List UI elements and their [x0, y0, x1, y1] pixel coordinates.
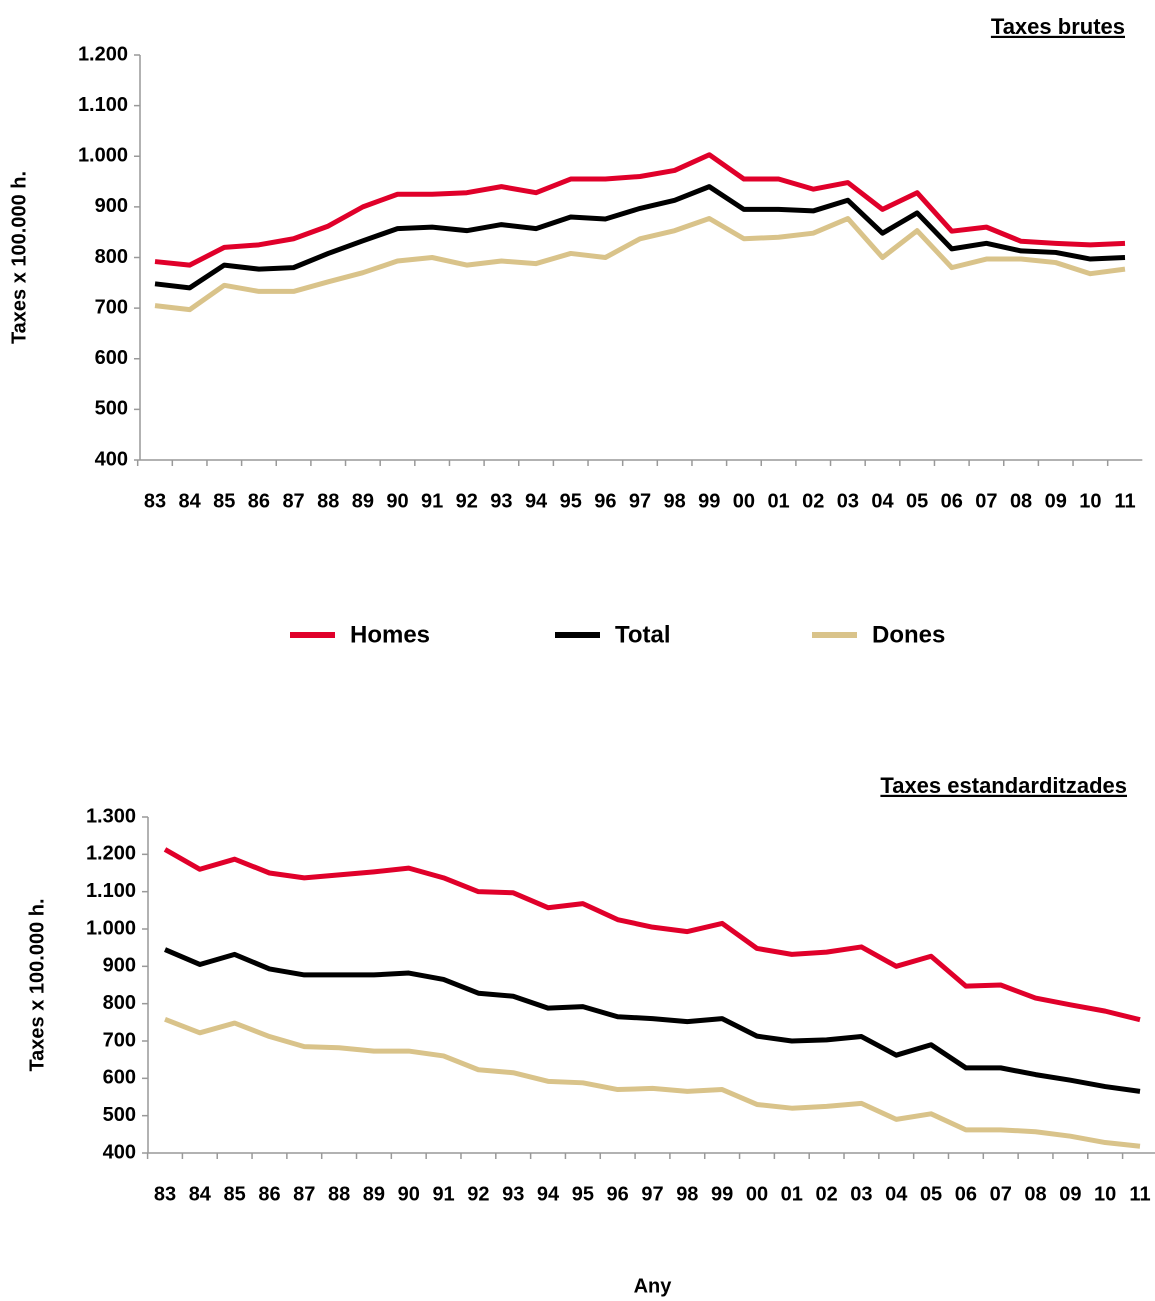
- series-line: [164, 947, 1141, 1094]
- x-tick-label: 83: [144, 490, 166, 512]
- x-tick-label: 09: [1059, 1183, 1081, 1205]
- x-tick-label: 95: [560, 490, 582, 512]
- x-tick-label: 84: [189, 1183, 212, 1205]
- y-tick-label: 700: [95, 296, 128, 318]
- y-tick-label: 700: [103, 1029, 136, 1051]
- x-tick-label: 00: [746, 1183, 768, 1205]
- legend-label: Total: [615, 621, 671, 648]
- x-tick-label: 03: [850, 1183, 872, 1205]
- x-tick-label: 91: [432, 1183, 454, 1205]
- x-tick-label: 90: [386, 490, 408, 512]
- x-tick-label: 08: [1024, 1183, 1046, 1205]
- x-tick-label: 93: [490, 490, 512, 512]
- x-tick-label: 05: [906, 490, 928, 512]
- x-tick-label: 11: [1129, 1183, 1150, 1205]
- y-tick-label: 600: [95, 347, 128, 369]
- x-tick-label: 87: [293, 1183, 315, 1205]
- x-tick-label: 94: [525, 490, 548, 512]
- y-axis-label: Taxes x 100.000 h.: [26, 898, 48, 1071]
- x-tick-label: 98: [664, 490, 686, 512]
- x-tick-label: 92: [467, 1183, 489, 1205]
- x-tick-label: 06: [955, 1183, 977, 1205]
- x-tick-label: 98: [676, 1183, 698, 1205]
- chart-title: Taxes estandarditzades: [880, 773, 1127, 798]
- series-line: [154, 184, 1126, 291]
- x-tick-label: 90: [398, 1183, 420, 1205]
- x-tick-label: 04: [885, 1183, 908, 1205]
- y-tick-label: 400: [103, 1141, 136, 1163]
- x-tick-label: 91: [421, 490, 443, 512]
- x-axis-label: Any: [634, 1275, 673, 1297]
- y-tick-label: 1.200: [78, 43, 128, 65]
- x-tick-label: 99: [711, 1183, 733, 1205]
- x-tick-label: 01: [767, 490, 789, 512]
- y-tick-label: 400: [95, 448, 128, 470]
- series-line: [163, 847, 1141, 1023]
- y-tick-label: 800: [103, 992, 136, 1014]
- x-tick-label: 85: [213, 490, 235, 512]
- y-tick-label: 1.100: [86, 880, 136, 902]
- y-tick-label: 800: [95, 246, 128, 268]
- legend-label: Homes: [350, 621, 430, 648]
- x-tick-label: 86: [258, 1183, 280, 1205]
- y-tick-label: 1.200: [86, 843, 136, 865]
- x-tick-label: 86: [248, 490, 270, 512]
- legend-label: Dones: [872, 621, 945, 648]
- y-tick-label: 500: [95, 398, 128, 420]
- y-tick-label: 1.000: [78, 145, 128, 167]
- y-tick-label: 500: [103, 1104, 136, 1126]
- x-tick-label: 11: [1114, 490, 1135, 512]
- y-tick-label: 1.300: [86, 805, 136, 827]
- x-tick-label: 95: [572, 1183, 594, 1205]
- y-tick-label: 900: [103, 955, 136, 977]
- x-tick-label: 96: [594, 490, 616, 512]
- y-tick-label: 1.100: [78, 94, 128, 116]
- x-tick-label: 03: [837, 490, 859, 512]
- y-axis-label: Taxes x 100.000 h.: [8, 171, 30, 344]
- y-tick-label: 1.000: [86, 917, 136, 939]
- x-tick-label: 85: [224, 1183, 246, 1205]
- series-line: [154, 216, 1126, 313]
- x-tick-label: 93: [502, 1183, 524, 1205]
- x-tick-label: 97: [629, 490, 651, 512]
- x-tick-label: 07: [975, 490, 997, 512]
- x-tick-label: 89: [352, 490, 374, 512]
- x-tick-label: 83: [154, 1183, 176, 1205]
- x-tick-label: 89: [363, 1183, 385, 1205]
- series-line: [164, 1017, 1141, 1149]
- x-tick-label: 92: [456, 490, 478, 512]
- x-tick-label: 10: [1079, 490, 1101, 512]
- x-tick-label: 02: [815, 1183, 837, 1205]
- x-tick-label: 04: [871, 490, 894, 512]
- x-tick-label: 06: [941, 490, 963, 512]
- x-tick-label: 09: [1045, 490, 1067, 512]
- x-tick-label: 96: [607, 1183, 629, 1205]
- x-tick-label: 01: [781, 1183, 803, 1205]
- x-tick-label: 02: [802, 490, 824, 512]
- x-tick-label: 97: [641, 1183, 663, 1205]
- x-tick-label: 05: [920, 1183, 942, 1205]
- x-tick-label: 07: [990, 1183, 1012, 1205]
- x-tick-label: 10: [1094, 1183, 1116, 1205]
- x-tick-label: 88: [328, 1183, 350, 1205]
- y-tick-label: 600: [103, 1067, 136, 1089]
- x-tick-label: 94: [537, 1183, 560, 1205]
- x-tick-label: 84: [179, 490, 202, 512]
- series-line: [154, 152, 1126, 268]
- x-tick-label: 99: [698, 490, 720, 512]
- y-tick-label: 900: [95, 195, 128, 217]
- x-tick-label: 87: [282, 490, 304, 512]
- x-tick-label: 00: [733, 490, 755, 512]
- chart-title: Taxes brutes: [991, 14, 1125, 39]
- x-tick-label: 88: [317, 490, 339, 512]
- x-tick-label: 08: [1010, 490, 1032, 512]
